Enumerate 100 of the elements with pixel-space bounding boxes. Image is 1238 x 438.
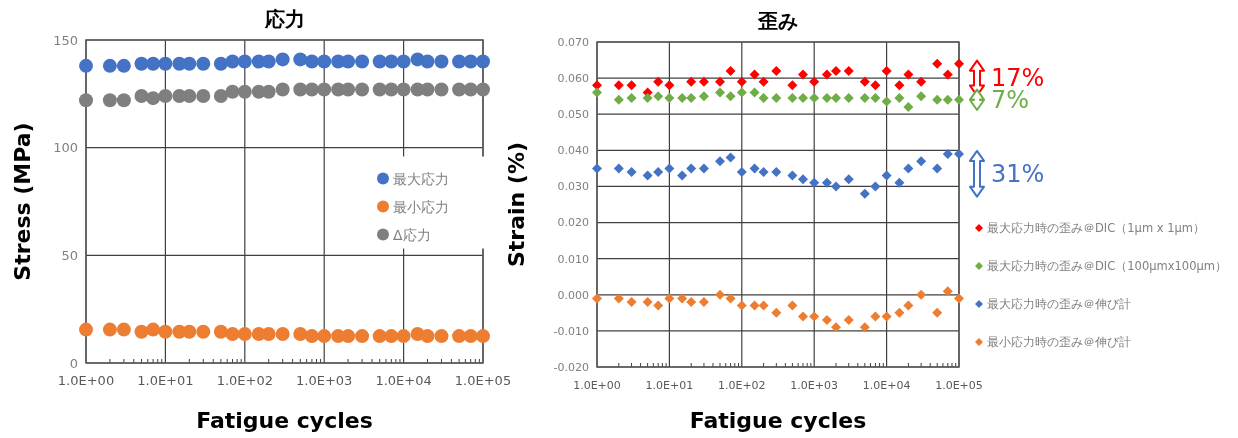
point	[626, 92, 637, 103]
point	[736, 76, 747, 87]
point	[396, 329, 411, 344]
point	[384, 329, 399, 344]
y-tick-label: 0	[69, 355, 78, 371]
point	[725, 293, 736, 304]
point	[809, 92, 820, 103]
point	[954, 58, 964, 69]
point	[916, 289, 927, 300]
point	[821, 177, 832, 188]
point	[736, 87, 747, 98]
chart-title: 歪み	[757, 9, 798, 33]
point	[916, 76, 927, 87]
point	[859, 76, 870, 87]
legend-label: 最大応力時の歪み＠伸び計	[987, 297, 1131, 312]
point	[317, 82, 332, 97]
legend-label: 最大応力時の歪み＠DIC（100μmx100μm）	[987, 259, 1228, 274]
point	[677, 170, 688, 181]
point	[146, 56, 161, 71]
point	[698, 163, 709, 174]
y-tick-label: 0.020	[557, 216, 589, 230]
x-tick-label: 1.0E+02	[717, 379, 766, 392]
y-tick-label: 0.030	[557, 180, 589, 194]
point	[894, 177, 905, 188]
point	[725, 65, 736, 76]
point	[225, 84, 240, 99]
y-tick-label: 0.060	[557, 71, 589, 85]
y-tick-label: 150	[53, 32, 78, 48]
point	[396, 82, 411, 97]
point	[355, 54, 370, 69]
point	[894, 307, 905, 318]
point	[725, 152, 736, 163]
point	[942, 69, 953, 80]
point	[463, 82, 478, 97]
point	[809, 311, 820, 322]
point	[304, 54, 319, 69]
chart-title: 応力	[263, 7, 305, 31]
point	[653, 300, 664, 311]
point	[736, 300, 747, 311]
point	[384, 82, 399, 97]
point	[355, 82, 370, 97]
y-tick-label: -0.020	[553, 360, 589, 374]
point	[797, 92, 808, 103]
point	[237, 54, 252, 69]
point	[870, 80, 881, 91]
point	[809, 177, 820, 188]
point	[213, 324, 228, 339]
point	[317, 329, 332, 344]
x-tick-label: 1.0E+05	[454, 373, 512, 388]
point	[384, 54, 399, 69]
x-tick-label: 1.0E+03	[790, 379, 839, 392]
point	[859, 322, 870, 333]
point	[225, 326, 240, 341]
point	[664, 163, 675, 174]
point	[942, 94, 953, 105]
point	[771, 92, 782, 103]
point	[158, 324, 173, 339]
point	[749, 300, 760, 311]
point	[653, 91, 664, 102]
point	[158, 88, 173, 103]
point	[372, 54, 387, 69]
point	[916, 91, 927, 102]
point	[677, 293, 688, 304]
x-tick-label: 1.0E+00	[573, 379, 621, 392]
point	[881, 65, 892, 76]
point	[355, 329, 370, 344]
point	[698, 76, 709, 87]
text: 31%	[991, 159, 1045, 188]
y-tick-label: 0.050	[557, 108, 589, 122]
point	[954, 94, 964, 105]
point	[686, 76, 697, 87]
point	[476, 82, 490, 97]
point	[859, 92, 870, 103]
point	[859, 188, 870, 199]
point	[749, 163, 760, 174]
point	[317, 54, 332, 69]
point	[881, 311, 892, 322]
point	[653, 76, 664, 87]
legend-label: 最大応力	[393, 170, 449, 187]
point	[821, 69, 832, 80]
legend-label: 最大応力時の歪み＠DIC（1μm x 1μm）	[987, 221, 1206, 236]
point	[372, 82, 387, 97]
y-tick-label: 0.010	[557, 252, 589, 266]
y-tick-label: 100	[53, 140, 78, 156]
point	[797, 311, 808, 322]
point	[686, 92, 697, 103]
point	[664, 80, 675, 91]
point	[626, 167, 637, 177]
legend-label: Δ応力	[393, 226, 431, 243]
point	[698, 91, 709, 102]
point	[372, 329, 387, 344]
point	[237, 326, 252, 341]
point	[881, 96, 892, 107]
point	[725, 91, 736, 102]
x-axis-title: Fatigue cycles	[689, 408, 867, 433]
x-tick-label: 1.0E+00	[57, 373, 115, 388]
point	[158, 56, 173, 71]
point	[736, 167, 747, 177]
point	[942, 148, 953, 159]
point	[954, 148, 964, 159]
